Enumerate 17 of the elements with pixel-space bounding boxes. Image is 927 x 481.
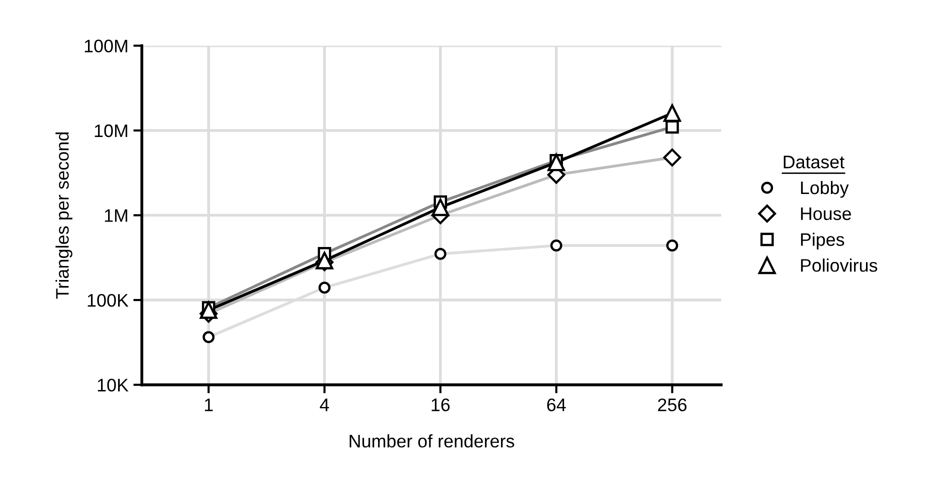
y-tick-label: 100M xyxy=(84,40,128,52)
y-tick-label: 1M xyxy=(104,209,128,222)
y-tick-label: 100K xyxy=(88,294,128,307)
legend-label: Poliovirus xyxy=(801,258,878,272)
legend-label: Pipes xyxy=(801,232,844,250)
y-tick-label: 10M xyxy=(94,124,128,138)
legend-title: Dataset xyxy=(784,156,844,168)
legend-label: Lobby xyxy=(801,180,849,198)
x-axis-title: Number of renderers xyxy=(350,434,514,448)
y-axis-title: Triangles per second xyxy=(56,132,72,299)
x-tick-label: 64 xyxy=(547,398,566,412)
legend-label: House xyxy=(801,207,851,220)
y-tick-label: 10K xyxy=(98,378,128,392)
x-tick-label: 256 xyxy=(658,398,686,412)
x-tick-label: 4 xyxy=(320,398,329,412)
x-tick-label: 1 xyxy=(204,398,213,412)
x-tick-label: 16 xyxy=(432,398,450,412)
